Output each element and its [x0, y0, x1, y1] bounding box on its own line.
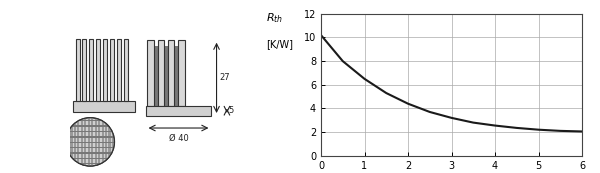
FancyBboxPatch shape [84, 118, 86, 166]
FancyBboxPatch shape [103, 39, 107, 101]
FancyBboxPatch shape [91, 118, 93, 166]
Circle shape [66, 118, 115, 166]
FancyBboxPatch shape [66, 131, 115, 132]
FancyBboxPatch shape [66, 125, 115, 127]
FancyBboxPatch shape [67, 118, 69, 166]
FancyBboxPatch shape [66, 163, 115, 165]
FancyBboxPatch shape [154, 46, 158, 106]
FancyBboxPatch shape [117, 39, 121, 101]
FancyBboxPatch shape [146, 106, 211, 116]
FancyBboxPatch shape [124, 39, 128, 101]
Text: [K/W]: [K/W] [266, 39, 293, 49]
FancyBboxPatch shape [66, 136, 115, 138]
FancyBboxPatch shape [81, 118, 83, 166]
FancyBboxPatch shape [66, 158, 115, 159]
FancyBboxPatch shape [76, 39, 80, 101]
FancyBboxPatch shape [175, 46, 178, 106]
FancyBboxPatch shape [89, 39, 94, 101]
FancyBboxPatch shape [88, 118, 90, 166]
FancyBboxPatch shape [66, 152, 115, 154]
FancyBboxPatch shape [101, 118, 104, 166]
Text: 27: 27 [219, 73, 230, 82]
FancyBboxPatch shape [105, 118, 107, 166]
FancyBboxPatch shape [70, 118, 73, 166]
FancyBboxPatch shape [168, 40, 175, 106]
FancyBboxPatch shape [109, 118, 110, 166]
Text: 5: 5 [229, 106, 234, 115]
FancyBboxPatch shape [148, 40, 154, 106]
FancyBboxPatch shape [98, 118, 100, 166]
FancyBboxPatch shape [110, 39, 114, 101]
FancyBboxPatch shape [112, 118, 114, 166]
FancyBboxPatch shape [97, 39, 100, 101]
FancyBboxPatch shape [66, 142, 115, 143]
FancyBboxPatch shape [66, 120, 115, 121]
FancyBboxPatch shape [77, 118, 79, 166]
Text: Ø 40: Ø 40 [169, 134, 188, 143]
FancyBboxPatch shape [178, 40, 185, 106]
Text: $R_{th}$: $R_{th}$ [266, 11, 283, 25]
FancyBboxPatch shape [74, 118, 76, 166]
FancyBboxPatch shape [66, 147, 115, 148]
FancyBboxPatch shape [164, 46, 168, 106]
FancyBboxPatch shape [95, 118, 97, 166]
FancyBboxPatch shape [158, 40, 164, 106]
FancyBboxPatch shape [82, 39, 86, 101]
FancyBboxPatch shape [73, 101, 135, 112]
